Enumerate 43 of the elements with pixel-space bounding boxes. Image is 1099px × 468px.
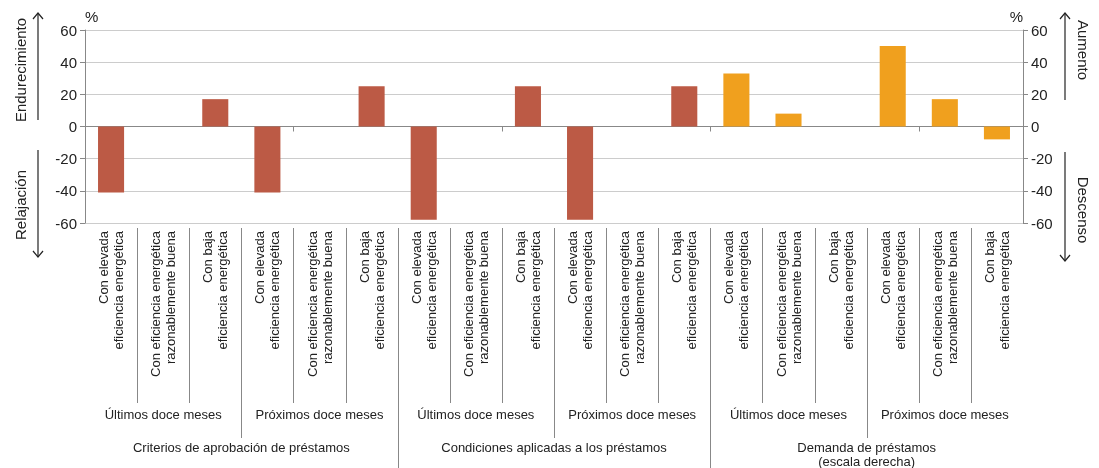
y-tick-label: 20 (60, 85, 77, 103)
y2-tick-label: 0 (1031, 118, 1040, 135)
bar (410, 126, 437, 220)
y-tick-label: -40 (55, 182, 77, 200)
bar (723, 73, 750, 127)
text: Descenso (1074, 176, 1092, 244)
text: Endurecimiento (11, 17, 29, 123)
y2-tick-label: -60 (1031, 214, 1053, 232)
bar (514, 86, 541, 127)
text: Últimos doce meses (417, 407, 535, 422)
y2-tick-label: 40 (1031, 53, 1048, 71)
bar (775, 113, 802, 127)
bar (567, 126, 594, 220)
text: Próximos doce meses (880, 407, 1010, 422)
text: Próximos doce meses (255, 407, 384, 422)
bar (931, 99, 958, 127)
bar (98, 126, 125, 193)
y2-tick-label: -40 (1031, 182, 1053, 200)
bar (879, 46, 906, 127)
y2-tick-label: -20 (1031, 150, 1053, 168)
bar (983, 126, 1010, 140)
y-tick-label: -20 (55, 150, 77, 168)
bar (254, 126, 281, 193)
y-tick-label: 0 (68, 118, 77, 135)
text: Condiciones aplicadas a los préstamos (441, 439, 668, 455)
y2-tick-label: 60 (1031, 21, 1048, 39)
bar (671, 86, 698, 127)
text: Demanda de préstamos (escala derecha) (797, 439, 937, 468)
bar (358, 86, 385, 127)
y-tick-label: 60 (60, 21, 77, 39)
text: Criterios de aprobación de préstamos (132, 439, 351, 455)
text: Últimos doce meses (729, 407, 848, 422)
y-axis-title: % (85, 8, 99, 25)
bar (202, 99, 229, 127)
x-tick-label: Con elevada eficiencia energética (96, 230, 127, 350)
text: Relajación (11, 169, 29, 241)
y-tick-label: 40 (60, 53, 77, 71)
text: Aumento (1074, 19, 1092, 81)
y-tick-label: -60 (55, 214, 77, 232)
text: Próximos doce meses (568, 407, 697, 422)
y2-axis-title: % (1009, 8, 1023, 25)
y2-tick-label: 20 (1031, 85, 1048, 103)
text: Últimos doce meses (104, 407, 223, 422)
